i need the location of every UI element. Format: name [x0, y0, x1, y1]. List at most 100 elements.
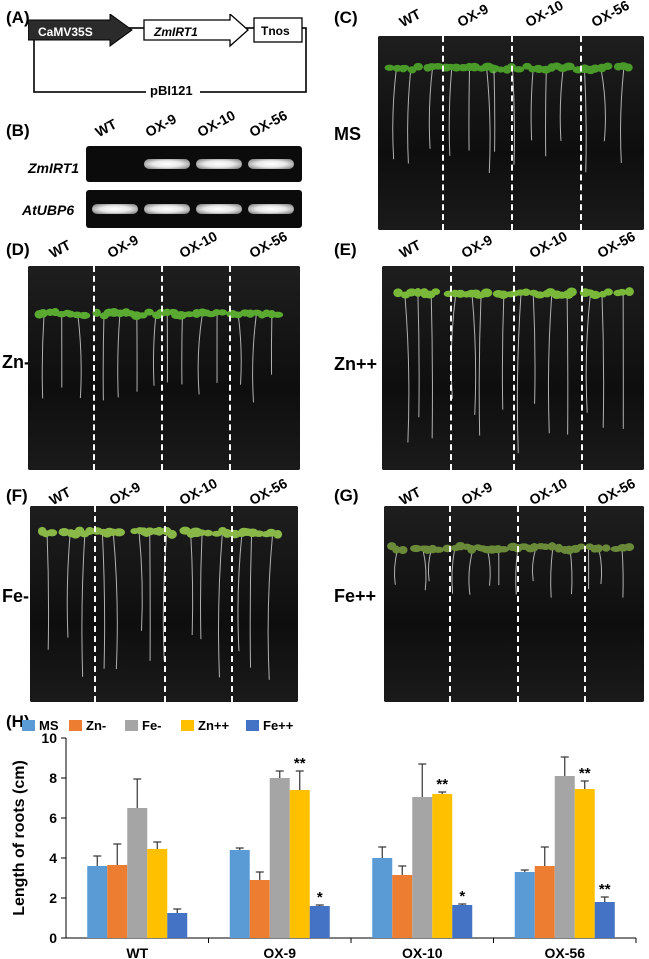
gel-band: [144, 204, 190, 214]
seedling-plate-c: [378, 36, 644, 230]
plate-background: [28, 266, 300, 470]
genotype-divider: [161, 266, 164, 470]
seedling-plate-e: [382, 266, 644, 470]
root: [598, 549, 603, 585]
genotype-label: OX-56: [594, 474, 638, 508]
leaf: [405, 290, 416, 297]
genotype-label: WT: [396, 5, 424, 30]
genotype-divider: [229, 266, 232, 470]
root: [190, 533, 194, 636]
leaf: [78, 311, 91, 320]
genotype-label: OX-56: [588, 0, 632, 30]
genotype-label: OX-10: [526, 474, 570, 508]
panel-label-e: (E): [334, 240, 357, 259]
panel-label-a: (A): [6, 8, 30, 27]
promoter-arrow: [28, 14, 133, 47]
leaf: [202, 529, 214, 537]
root: [101, 533, 106, 669]
genotype-label: WT: [46, 483, 74, 508]
root: [468, 68, 470, 151]
seedling-plate-d: [28, 266, 300, 470]
genotype-divider: [581, 266, 584, 470]
genotype-label: WT: [396, 236, 424, 261]
seedlings: [393, 287, 634, 454]
root: [501, 294, 505, 410]
genotype-label: OX-56: [594, 227, 638, 261]
leaf: [253, 530, 265, 538]
genotype-divider: [580, 36, 583, 230]
leaf: [547, 542, 557, 551]
genotype-label: OX-10: [526, 227, 570, 261]
seedling-plate-f: [30, 506, 298, 702]
genotype-divider: [516, 506, 519, 702]
root: [559, 68, 564, 141]
gel-band: [248, 204, 294, 214]
root: [138, 533, 143, 631]
root: [249, 533, 253, 668]
root: [77, 314, 82, 399]
y-tick-label: 0: [49, 930, 57, 946]
leaf: [431, 288, 441, 296]
leaf: [154, 526, 164, 536]
root: [66, 533, 71, 638]
bar: [372, 858, 393, 938]
panel-label-f: (F): [6, 486, 28, 505]
leaf: [624, 543, 635, 552]
root: [478, 294, 482, 436]
leaf: [576, 543, 586, 550]
gel-band: [144, 159, 190, 169]
bar: [432, 794, 453, 938]
root: [181, 314, 183, 385]
x-tick-label: OX-56: [545, 945, 586, 959]
legend-label: Fe-: [142, 718, 162, 733]
significance-mark: *: [459, 888, 465, 905]
y-tick-label: 4: [49, 850, 57, 866]
root: [404, 294, 410, 443]
root: [566, 294, 569, 435]
root: [430, 294, 433, 439]
leaf: [400, 64, 410, 72]
gel-atubp6: [86, 190, 302, 228]
bar: [452, 905, 473, 938]
root: [81, 533, 86, 677]
seedling-plate-g: [384, 506, 644, 702]
leaf: [392, 545, 401, 554]
leaf: [602, 62, 613, 70]
y-tick-label: 8: [49, 770, 57, 786]
leaf: [624, 287, 634, 296]
legend-label: Zn-: [86, 718, 106, 733]
legend-label: Zn++: [198, 718, 229, 733]
leaf: [432, 546, 445, 553]
root: [620, 68, 625, 163]
root: [237, 533, 243, 652]
leaf: [442, 544, 453, 553]
leaf: [624, 63, 633, 72]
root: [585, 294, 591, 413]
root: [200, 533, 203, 640]
root: [550, 549, 554, 598]
significance-mark: *: [317, 889, 323, 906]
bar: [514, 872, 535, 938]
root: [531, 548, 537, 582]
seedlings: [34, 307, 284, 403]
genotype-label: OX-10: [522, 0, 566, 30]
x-tick-label: OX-10: [402, 945, 443, 959]
gel-lane-label: OX-10: [194, 106, 238, 140]
root: [41, 314, 45, 399]
panel-label-g: (G): [334, 486, 359, 505]
leaf: [398, 545, 408, 555]
gel-band: [248, 159, 294, 169]
bar: [147, 849, 168, 938]
root: [545, 68, 547, 157]
root: [516, 294, 522, 454]
leaf: [601, 544, 611, 552]
leaf: [603, 288, 613, 296]
bar: [107, 865, 128, 938]
leaf: [217, 309, 228, 316]
bar: [392, 875, 413, 938]
significance-mark: **: [294, 755, 306, 772]
root: [530, 68, 534, 141]
root: [448, 68, 453, 156]
genotype-label: OX-56: [246, 474, 290, 508]
legend-swatch: [181, 720, 194, 731]
